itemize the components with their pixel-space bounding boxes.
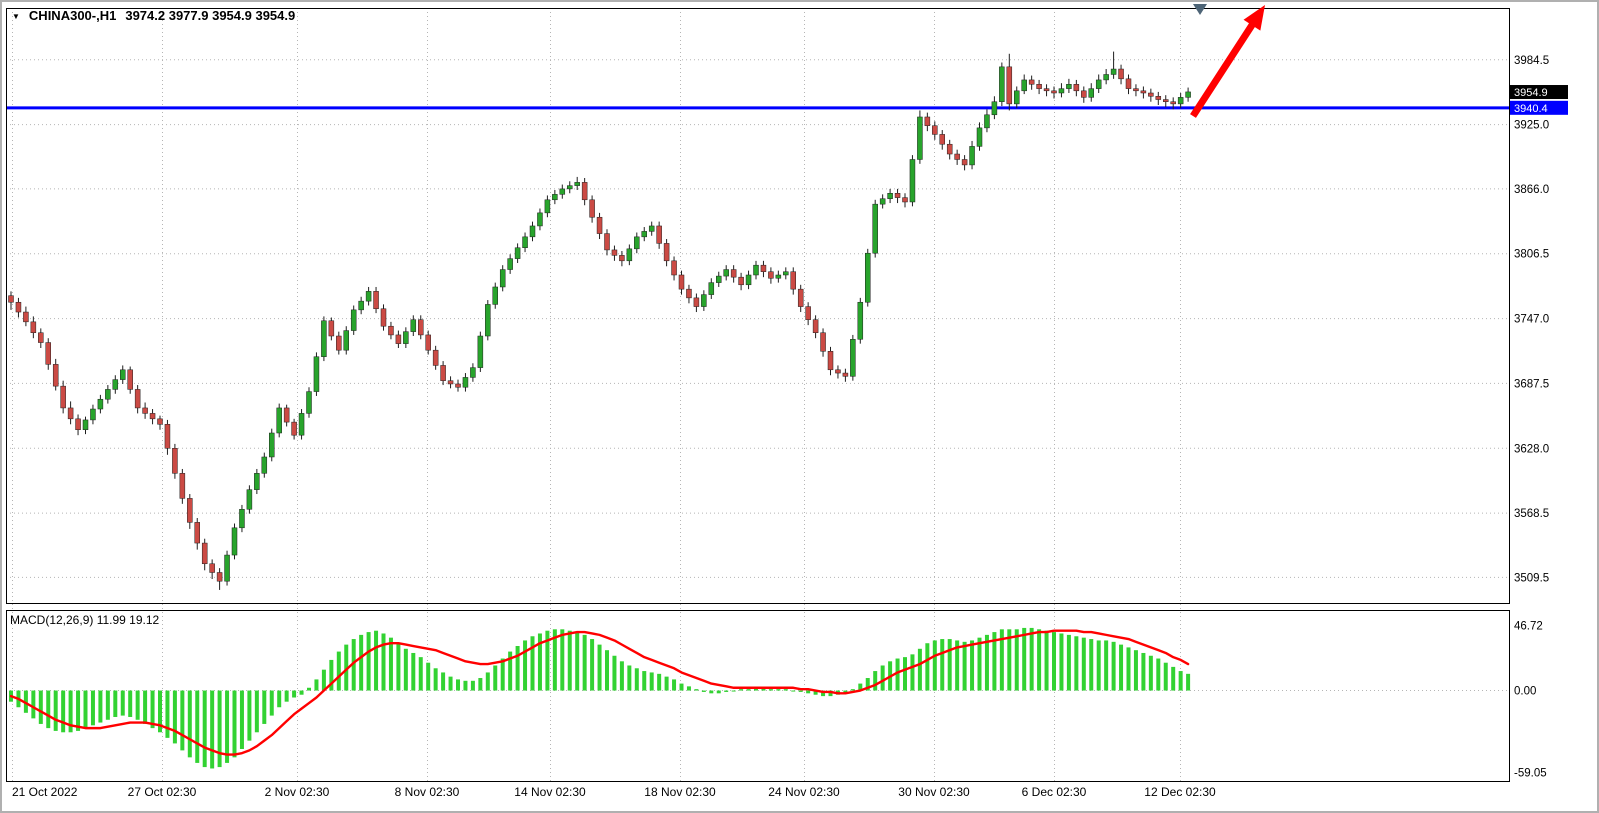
- time-axis: 21 Oct 2022 27 Oct 02:30 2 Nov 02:30 8 Nov …: [12, 785, 1216, 799]
- chart-title-bar: ▼ CHINA300-,H1 3974.2 3977.9 3954.9 3954…: [12, 8, 295, 23]
- panel-borders: [6, 8, 1510, 782]
- price-axis-label: 3806.5: [1514, 249, 1549, 261]
- current-price-tag: 3954.9: [1510, 85, 1568, 100]
- price-axis-label: 3925.0: [1514, 120, 1549, 132]
- time-axis-label: 21 Oct 2022: [12, 785, 78, 799]
- macd-indicator-label: MACD(12,26,9) 11.99 19.12: [10, 613, 160, 627]
- price-axis-label: 3509.5: [1514, 572, 1549, 584]
- symbol-period-label: CHINA300-,H1: [28, 8, 117, 23]
- price-axis-label: 3747.0: [1514, 314, 1549, 326]
- top-marker-icon[interactable]: [1193, 4, 1207, 15]
- time-axis-label: 30 Nov 02:30: [898, 785, 970, 799]
- macd-indicator-layer: [9, 627, 1191, 769]
- macd-axis-label: 0.00: [1514, 686, 1536, 698]
- time-axis-label: 14 Nov 02:30: [514, 785, 586, 799]
- quote-ohlc-label: 3974.2 3977.9 3954.9 3954.9: [125, 8, 296, 23]
- price-axis-label: 3866.0: [1514, 184, 1549, 196]
- symbol-dropdown-icon[interactable]: ▼: [12, 11, 20, 21]
- time-axis-label: 24 Nov 02:30: [768, 785, 840, 799]
- macd-axis-label: 46.72: [1514, 621, 1543, 633]
- trend-arrow-annotation[interactable]: [1190, 5, 1265, 118]
- macd-signal-line: [9, 629, 1190, 756]
- time-axis-label: 6 Dec 02:30: [1022, 785, 1087, 799]
- current-price-label: 3954.9: [1514, 87, 1548, 99]
- time-axis-label: 2 Nov 02:30: [265, 785, 330, 799]
- price-axis-label: 3568.5: [1514, 508, 1549, 520]
- hline-price-label: 3940.4: [1514, 103, 1548, 115]
- time-axis-label: 12 Dec 02:30: [1144, 785, 1216, 799]
- candles-layer: [8, 51, 1191, 590]
- time-axis-label: 27 Oct 02:30: [128, 785, 197, 799]
- grid-layer: [6, 8, 1509, 781]
- price-axis-label: 3687.5: [1514, 378, 1549, 390]
- hline-price-tag: 3940.4: [1510, 100, 1568, 115]
- time-axis-label: 8 Nov 02:30: [395, 785, 460, 799]
- price-axis-label: 3984.5: [1514, 55, 1549, 67]
- price-axis: 3984.5 3925.0 3866.0 3806.5 3747.0 3687.5 3628…: [1514, 55, 1549, 780]
- macd-axis-label: -59.05: [1514, 768, 1547, 780]
- time-axis-label: 18 Nov 02:30: [644, 785, 716, 799]
- price-axis-label: 3628.0: [1514, 443, 1549, 455]
